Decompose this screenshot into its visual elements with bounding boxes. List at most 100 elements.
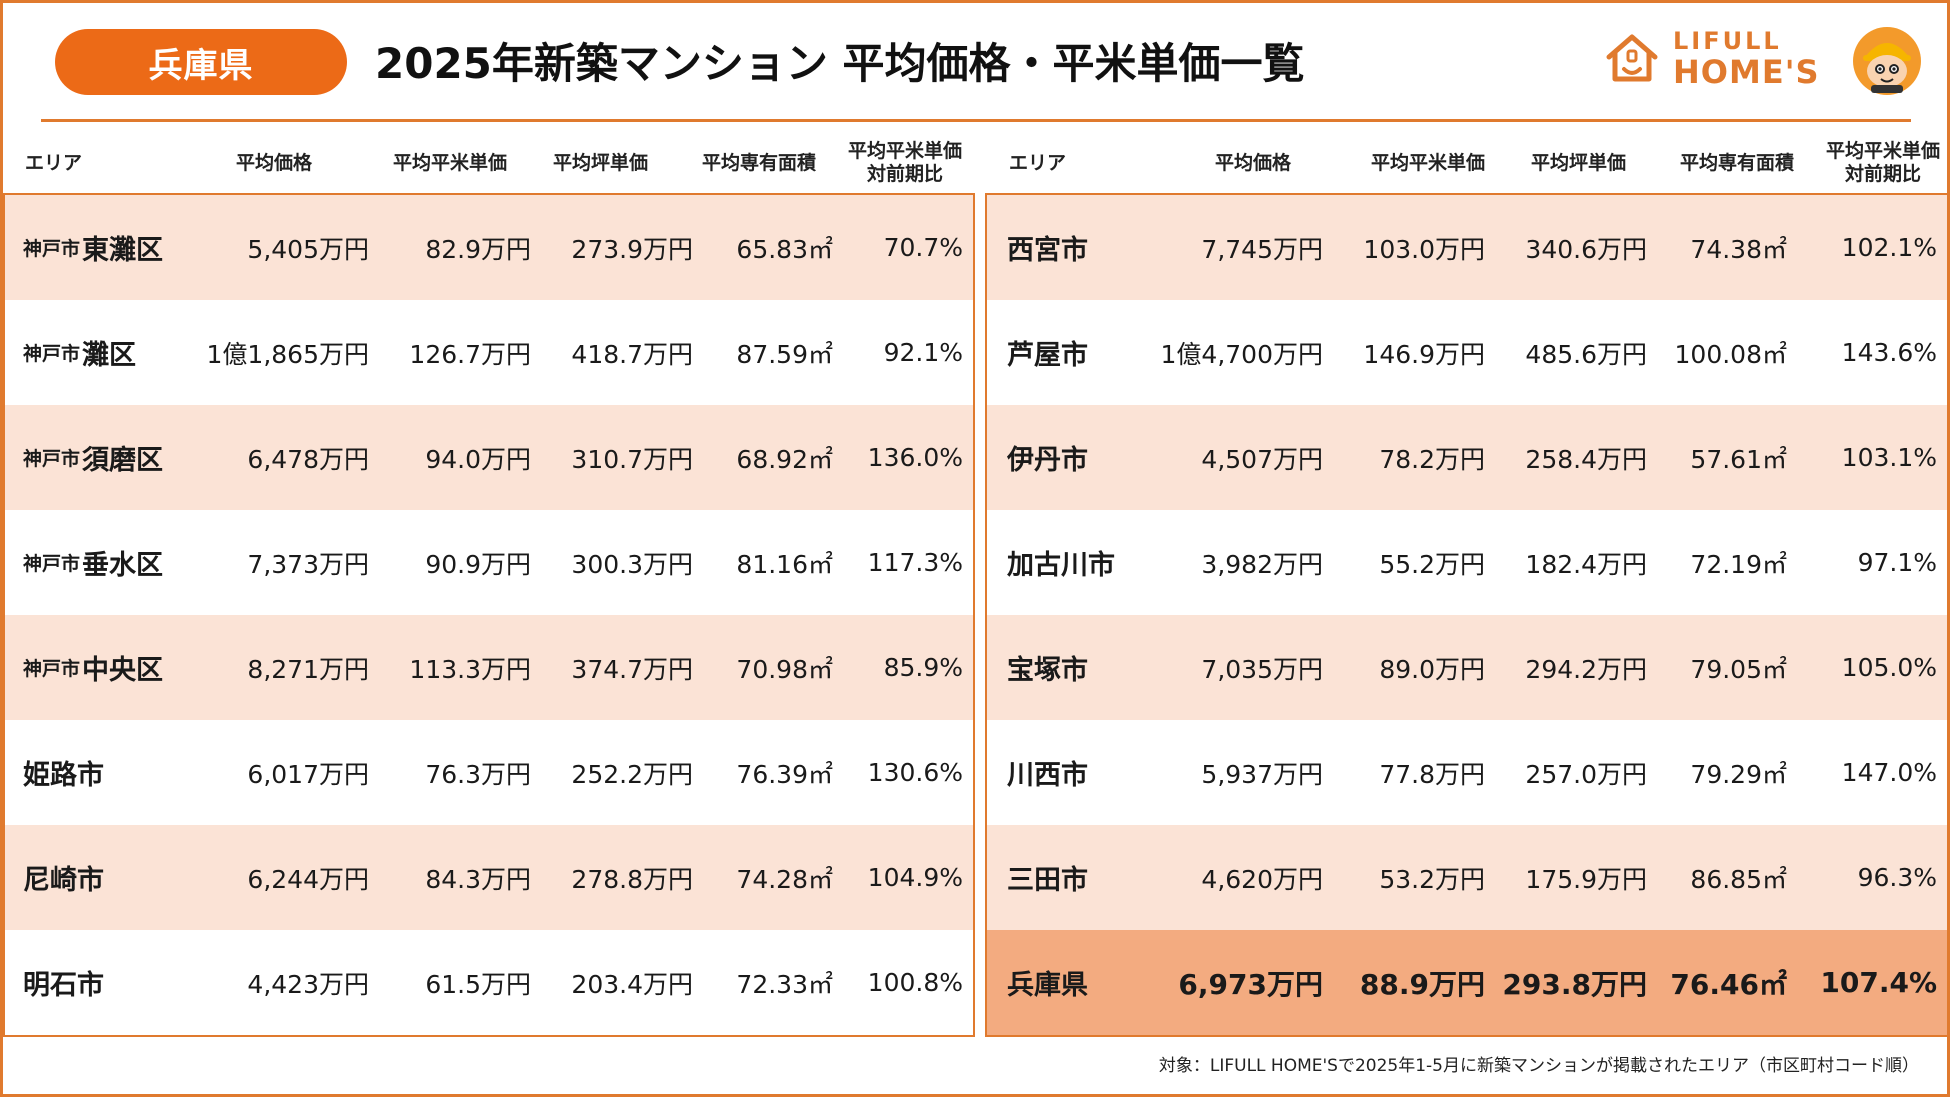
avg-floor-area-cell: 87.59㎡	[736, 339, 833, 369]
avg-price-cell: 4,620万円	[1201, 864, 1323, 894]
area-name: 伊丹市	[1007, 405, 1088, 510]
yoy-ratio-cell: 103.1%	[1841, 443, 1937, 472]
logo-text-lifull: LIFULL	[1673, 27, 1782, 55]
avg-price-cell: 7,373万円	[247, 549, 369, 579]
area-label: 川西市	[1007, 760, 1088, 791]
area-name: 尼崎市	[23, 825, 104, 930]
header-area: エリア	[1009, 151, 1067, 174]
area-name: 三田市	[1007, 825, 1088, 930]
table-left-header: エリア 平均価格 平均平米単価 平均坪単価 平均専有面積 平均平米単価 対前期比	[3, 133, 975, 193]
header-area: エリア	[25, 151, 83, 174]
avg-tsubo-price-cell: 182.4万円	[1525, 549, 1647, 579]
header-avg-sqm-price: 平均平米単価	[392, 151, 507, 174]
table-row: 神戸市 東灘区 5,405万円 82.9万円 273.9万円 65.83㎡ 70.7%	[5, 195, 973, 300]
city-prefix: 神戸市	[23, 238, 81, 260]
area-label: 兵庫県	[1007, 970, 1088, 1001]
yoy-ratio-cell: 85.9%	[883, 653, 963, 682]
area-label: 東灘区	[82, 235, 164, 266]
area-name: 西宮市	[1007, 195, 1088, 300]
area-label: 尼崎市	[23, 865, 104, 896]
area-name: 神戸市 灘区	[23, 300, 136, 405]
avg-sqm-price-cell: 126.7万円	[409, 339, 531, 369]
table-row: 神戸市 須磨区 6,478万円 94.0万円 310.7万円 68.92㎡ 136.0%	[5, 405, 973, 510]
avg-floor-area-cell: 79.05㎡	[1690, 654, 1787, 684]
table-right-body: 西宮市 7,745万円 103.0万円 340.6万円 74.38㎡ 102.1% 芦屋市 1…	[985, 193, 1949, 1037]
header-avg-tsubo-price: 平均坪単価	[1530, 151, 1626, 174]
avg-tsubo-price-cell: 278.8万円	[571, 864, 693, 894]
area-label: 三田市	[1007, 865, 1088, 896]
avg-tsubo-price-cell: 258.4万円	[1525, 444, 1647, 474]
avg-sqm-price-cell: 103.0万円	[1363, 234, 1485, 264]
avg-tsubo-price-cell: 252.2万円	[571, 759, 693, 789]
avg-price-cell: 7,035万円	[1201, 654, 1323, 684]
avg-floor-area-cell: 57.61㎡	[1690, 444, 1787, 474]
area-name: 明石市	[23, 930, 104, 1035]
area-label: 明石市	[23, 970, 104, 1001]
area-name: 芦屋市	[1007, 300, 1088, 405]
area-label: 須磨区	[82, 445, 164, 476]
avg-sqm-price-cell: 146.9万円	[1363, 339, 1485, 369]
table-row: 神戸市 中央区 8,271万円 113.3万円 374.7万円 70.98㎡ 85.9%	[5, 615, 973, 720]
yoy-ratio-cell: 147.0%	[1841, 758, 1937, 787]
yoy-ratio-cell: 97.1%	[1857, 548, 1937, 577]
area-name: 神戸市 中央区	[23, 615, 163, 720]
avg-sqm-price-cell: 90.9万円	[425, 549, 531, 579]
avg-price-cell: 6,973万円	[1178, 967, 1323, 1001]
table-right-header: エリア 平均価格 平均平米単価 平均坪単価 平均専有面積 平均平米単価 対前期比	[985, 133, 1949, 193]
avg-price-cell: 6,478万円	[247, 444, 369, 474]
avg-tsubo-price-cell: 293.8万円	[1502, 967, 1647, 1001]
avg-price-cell: 6,017万円	[247, 759, 369, 789]
footnote: 対象：LIFULL HOME'Sで2025年1-5月に新築マンションが掲載された…	[1158, 1056, 1919, 1076]
area-name: 宝塚市	[1007, 615, 1088, 720]
avg-sqm-price-cell: 61.5万円	[425, 969, 531, 999]
avg-sqm-price-cell: 77.8万円	[1379, 759, 1485, 789]
avg-sqm-price-cell: 82.9万円	[425, 234, 531, 264]
avg-floor-area-cell: 86.85㎡	[1690, 864, 1787, 894]
yoy-ratio-cell: 117.3%	[867, 548, 963, 577]
avg-sqm-price-cell: 78.2万円	[1379, 444, 1485, 474]
area-name: 加古川市	[1007, 510, 1115, 615]
city-prefix: 神戸市	[23, 343, 81, 365]
yoy-ratio-cell: 102.1%	[1841, 233, 1937, 262]
yoy-ratio-cell: 100.8%	[867, 968, 963, 997]
area-name: 川西市	[1007, 720, 1088, 825]
avg-floor-area-cell: 81.16㎡	[736, 549, 833, 579]
avg-tsubo-price-cell: 310.7万円	[571, 444, 693, 474]
yoy-ratio-cell: 96.3%	[1857, 863, 1937, 892]
table-row: 伊丹市 4,507万円 78.2万円 258.4万円 57.61㎡ 103.1%	[987, 405, 1947, 510]
area-label: 宝塚市	[1007, 655, 1088, 686]
table-row: 芦屋市 1億4,700万円 146.9万円 485.6万円 100.08㎡ 143.6%	[987, 300, 1947, 405]
table-row: 神戸市 灘区 1億1,865万円 126.7万円 418.7万円 87.59㎡ 92.1%	[5, 300, 973, 405]
area-label: 西宮市	[1007, 235, 1088, 266]
yoy-ratio-cell: 70.7%	[883, 233, 963, 262]
avg-price-cell: 5,405万円	[247, 234, 369, 264]
avg-price-cell: 4,423万円	[247, 969, 369, 999]
yoy-ratio-cell: 92.1%	[883, 338, 963, 367]
table-row: 三田市 4,620万円 53.2万円 175.9万円 86.85㎡ 96.3%	[987, 825, 1947, 930]
avg-floor-area-cell: 79.29㎡	[1690, 759, 1787, 789]
area-name: 兵庫県	[1007, 930, 1088, 1035]
avg-tsubo-price-cell: 374.7万円	[571, 654, 693, 684]
avg-floor-area-cell: 76.46㎡	[1670, 967, 1787, 1001]
avg-floor-area-cell: 74.38㎡	[1690, 234, 1787, 264]
logo-text-homes: HOME'S	[1673, 53, 1820, 91]
header-avg-price: 平均価格	[1214, 151, 1291, 174]
avg-floor-area-cell: 76.39㎡	[736, 759, 833, 789]
avg-floor-area-cell: 70.98㎡	[736, 654, 833, 684]
avg-floor-area-cell: 100.08㎡	[1674, 339, 1787, 369]
yoy-ratio-cell: 136.0%	[867, 443, 963, 472]
table-row: 加古川市 3,982万円 55.2万円 182.4万円 72.19㎡ 97.1%	[987, 510, 1947, 615]
area-label: 加古川市	[1007, 550, 1115, 581]
avg-price-cell: 7,745万円	[1201, 234, 1323, 264]
header-avg-floor-area: 平均専有面積	[1679, 151, 1794, 174]
title-divider	[41, 119, 1911, 122]
avg-sqm-price-cell: 76.3万円	[425, 759, 531, 789]
area-name: 神戸市 須磨区	[23, 405, 163, 510]
yoy-ratio-cell: 107.4%	[1820, 966, 1937, 999]
yoy-ratio-cell: 143.6%	[1841, 338, 1937, 367]
avg-price-cell: 5,937万円	[1201, 759, 1323, 789]
avg-tsubo-price-cell: 300.3万円	[571, 549, 693, 579]
lifull-homes-logo: LIFULL HOME'S	[1601, 25, 1946, 97]
avg-floor-area-cell: 72.33㎡	[736, 969, 833, 999]
area-label: 中央区	[82, 655, 164, 686]
